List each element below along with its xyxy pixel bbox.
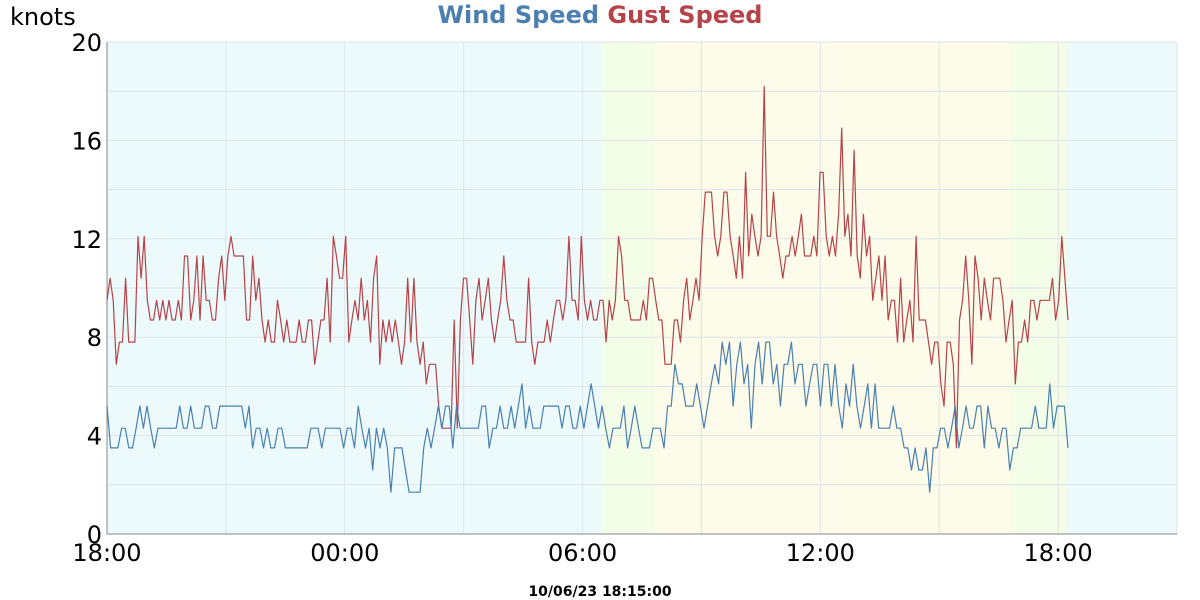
gust-speed-line (106, 85, 1069, 449)
wind-speed-title: Wind Speed (437, 1, 600, 29)
chart-title: Wind Speed Gust Speed (0, 0, 1200, 30)
x-tick-label: 18:00 (1024, 539, 1093, 567)
series-lines (106, 85, 1069, 493)
x-tick-label: 06:00 (548, 539, 617, 567)
y-tick-label: 8 (87, 324, 102, 352)
y-tick-label: 12 (71, 226, 102, 254)
y-tick-label: 16 (71, 127, 102, 155)
wind-speed-line (106, 341, 1069, 493)
x-tick-label: 00:00 (310, 539, 379, 567)
x-axis-ticks: 18:00 00:00 06:00 12:00 18:00 (72, 539, 1092, 567)
x-tick-label: 18:00 (72, 539, 141, 567)
axes (106, 42, 1177, 535)
y-axis-ticks: 0 4 8 12 16 20 (71, 29, 102, 549)
y-tick-label: 0 (87, 521, 102, 549)
grid-lines (106, 41, 1178, 535)
gust-speed-title: Gust Speed (607, 1, 763, 29)
y-tick-label: 4 (87, 423, 102, 451)
timestamp: 10/06/23 18:15:00 (528, 584, 672, 600)
x-tick-label: 12:00 (786, 539, 855, 567)
y-tick-label: 20 (71, 29, 102, 57)
y-axis-unit-label: knots (10, 3, 76, 31)
